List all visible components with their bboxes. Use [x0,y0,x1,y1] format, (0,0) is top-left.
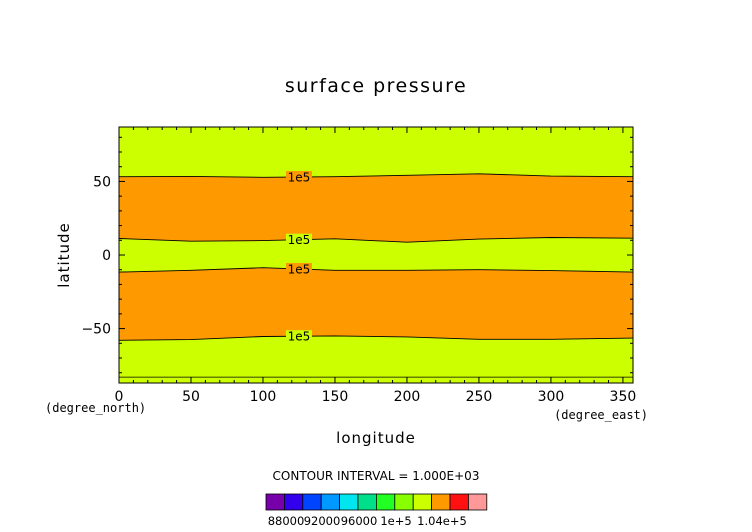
y-tick-label: −50 [81,322,111,338]
y-tick-label: 0 [102,248,111,264]
x-tick-label: 150 [322,389,349,405]
colorbar-swatch [265,493,285,511]
x-axis-units: (degree_east) [554,408,648,422]
band-1 [119,173,633,243]
colorbar-label: 96000 [341,514,378,528]
y-tick-label: 50 [93,174,111,190]
band-3 [119,267,633,341]
x-tick-label: 300 [538,389,565,405]
colorbar-swatch [394,493,414,511]
contour-label-2: 1e5 [288,262,311,276]
colorbar-swatch [467,493,488,511]
y-axis-units: (degree_north) [45,401,146,415]
band-4 [119,335,633,383]
contour-label-0: 1e5 [288,171,311,185]
x-tick-label: 50 [182,389,200,405]
x-tick-label: 200 [394,389,421,405]
contour-line-3 [118,335,634,341]
y-axis-label: latitude [55,222,73,288]
colorbar-swatch [339,493,359,511]
chart-title: surface pressure [285,75,467,97]
contour-line-1 [118,237,634,243]
x-tick-label: 350 [610,389,637,405]
plot-area: 1e5 1e5 1e5 1e5 [118,127,634,383]
colorbar-label: 1e+5 [380,514,411,528]
colorbar-label: 92000 [304,514,341,528]
contour-label-bg-2 [285,262,312,275]
colorbar-swatch [302,493,322,511]
colorbar-swatch [320,493,341,511]
x-tick-label: 250 [466,389,493,405]
colorbar-label: 88000 [268,514,305,528]
band-0 [119,127,633,178]
x-tick-label: 100 [250,389,277,405]
axis-ticks: 0 50 100 150 200 250 300 350 50 0 −50 [81,127,636,405]
contour-interval-text: CONTOUR INTERVAL = 1.000E+03 [273,469,480,483]
colorbar: 88000 92000 96000 1e+5 1.04e+5 [265,493,488,528]
x-axis-label: longitude [336,429,416,447]
contour-label-bg-0 [285,171,312,184]
contour-label-3: 1e5 [288,330,311,344]
colorbar-swatch [283,493,304,511]
colorbar-swatch [431,493,451,511]
colorbar-swatch [449,493,469,511]
colorbar-swatch [412,493,433,511]
colorbar-swatch [357,493,377,511]
contour-label-bg-1 [285,233,312,246]
contour-line-0 [118,173,634,178]
band-2 [119,237,633,273]
contour-label-1: 1e5 [288,233,311,247]
colorbar-swatch [375,493,396,511]
contour-line-2 [118,267,634,273]
colorbar-label: 1.04e+5 [417,514,467,528]
contour-label-bg-3 [285,330,312,343]
x-tick-label: 0 [115,389,124,405]
